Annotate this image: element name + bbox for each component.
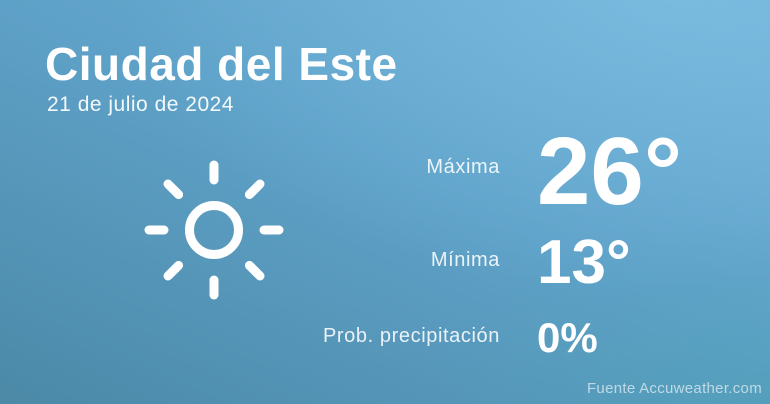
precipitation-label: Prob. precipitación [322,324,500,347]
metric-row-precipitation: Prob. precipitación 0% [0,311,770,361]
max-temp-value: 26° [537,117,683,225]
max-temp-label: Máxima [426,155,500,178]
sun-icon [141,157,287,303]
forecast-date: 21 de julio de 2024 [47,93,234,116]
min-temp-label: Mínima [430,248,500,271]
source-attribution: Fuente Accuweather.com [586,380,762,397]
metric-row-max: Máxima 26° [0,117,770,225]
metric-row-min: Mínima 13° [0,225,770,295]
page-title: Ciudad del Este [45,38,398,90]
precipitation-value: 0% [537,314,598,362]
min-temp-value: 13° [537,228,631,298]
